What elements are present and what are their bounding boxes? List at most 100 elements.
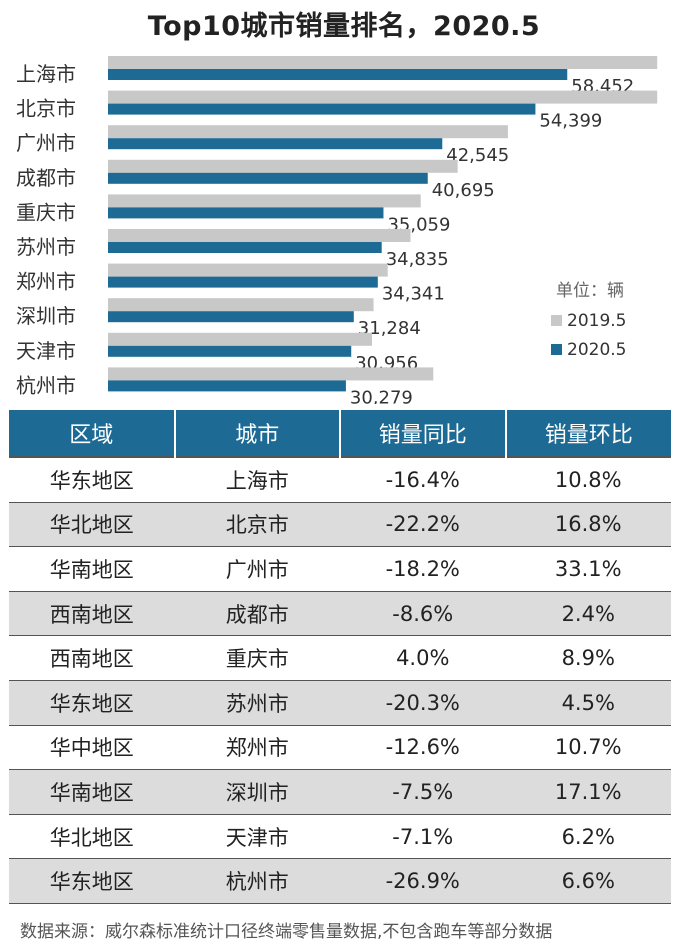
cell-yoy: 4.0%: [340, 635, 506, 681]
cell-yoy: -16.4%: [340, 455, 506, 503]
table-row: 华中地区 郑州市 -12.6% 10.7%: [9, 725, 671, 771]
category-label: 杭州市: [16, 373, 76, 397]
cell-region: 华南地区: [9, 769, 175, 815]
header-city: 城市: [173, 410, 340, 457]
cell-region: 华中地区: [9, 725, 175, 771]
cell-city: 上海市: [174, 455, 340, 503]
unit-label: 单位：辆: [556, 281, 624, 301]
legend-label: 2019.5: [567, 311, 626, 331]
header-mom: 销量环比: [504, 410, 671, 457]
cell-city: 天津市: [174, 814, 340, 860]
legend-label: 2020.5: [567, 340, 626, 360]
data-label: 40,695: [432, 180, 495, 201]
bar-2019-2: [108, 90, 658, 104]
data-label: 30,279: [350, 387, 413, 404]
bar-2020-2: [108, 103, 536, 115]
page-title: Top10城市销量排名，2020.5: [147, 11, 541, 42]
bar-2020-4: [108, 172, 428, 184]
bar-2020-3: [108, 138, 443, 150]
cell-yoy: -7.5%: [340, 769, 506, 815]
bar-2019-1: [108, 56, 658, 69]
cell-yoy: -12.6%: [340, 725, 506, 771]
cell-city: 成都市: [174, 591, 340, 637]
cell-city: 北京市: [174, 502, 340, 548]
cell-city: 重庆市: [174, 635, 340, 681]
cell-region: 华东地区: [9, 680, 175, 726]
cell-mom: 2.4%: [505, 591, 671, 637]
cell-mom: 6.2%: [505, 814, 671, 860]
data-label: 42,545: [446, 145, 509, 166]
legend-swatch-2020.5: [551, 344, 562, 355]
cell-region: 西南地区: [9, 635, 175, 681]
cell-mom: 8.9%: [505, 635, 671, 681]
bar-2019-10: [108, 367, 434, 381]
cell-mom: 33.1%: [505, 546, 671, 592]
data-label: 31,284: [358, 318, 421, 339]
category-label: 郑州市: [16, 270, 76, 294]
bar-2020-5: [108, 207, 384, 219]
table-row: 华东地区 上海市 -16.4% 10.8%: [9, 455, 671, 503]
cell-region: 西南地区: [9, 591, 175, 637]
cell-region: 华南地区: [9, 546, 175, 592]
bar-2019-3: [108, 125, 508, 139]
cell-mom: 16.8%: [505, 502, 671, 548]
data-source-note: 数据来源：威尔森标准统计口径终端零售量数据,不包含跑车等部分数据: [20, 922, 553, 942]
cell-region: 华北地区: [9, 502, 175, 548]
cell-yoy: -20.3%: [340, 680, 506, 726]
bar-2020-8: [108, 311, 354, 323]
bar-2019-8: [108, 298, 374, 312]
cell-mom: 10.7%: [505, 725, 671, 771]
header-region: 区域: [9, 410, 175, 457]
category-label: 成都市: [16, 166, 76, 190]
table-row: 华北地区 天津市 -7.1% 6.2%: [9, 814, 671, 860]
table-row: 华北地区 北京市 -22.2% 16.8%: [9, 502, 671, 548]
bar-2020-7: [108, 276, 378, 288]
category-label: 苏州市: [16, 235, 76, 259]
cell-yoy: -8.6%: [340, 591, 506, 637]
cell-city: 深圳市: [174, 769, 340, 815]
category-label: 北京市: [16, 97, 76, 121]
table-header-row: 区域 城市 销量同比 销量环比: [9, 410, 671, 457]
bar-2019-7: [108, 263, 388, 277]
cell-city: 广州市: [174, 546, 340, 592]
table-row: 华东地区 苏州市 -20.3% 4.5%: [9, 680, 671, 726]
header-yoy: 销量同比: [339, 410, 506, 457]
data-label: 54,399: [539, 111, 602, 132]
cell-city: 杭州市: [174, 858, 340, 904]
category-label: 广州市: [16, 131, 76, 155]
category-label: 天津市: [16, 339, 76, 363]
cell-region: 华东地区: [9, 455, 175, 503]
cell-mom: 17.1%: [505, 769, 671, 815]
cell-yoy: -7.1%: [340, 814, 506, 860]
table-row: 华南地区 广州市 -18.2% 33.1%: [9, 546, 671, 592]
data-label: 34,341: [382, 284, 445, 305]
cell-mom: 6.6%: [505, 858, 671, 904]
cell-yoy: -26.9%: [340, 858, 506, 904]
data-label: 34,835: [386, 249, 449, 270]
table-row: 华南地区 深圳市 -7.5% 17.1%: [9, 769, 671, 815]
legend-swatch-2019.5: [551, 315, 562, 326]
table-row: 华东地区 杭州市 -26.9% 6.6%: [9, 858, 671, 904]
bar-2019-4: [108, 159, 458, 173]
bar-2019-6: [108, 229, 411, 242]
cell-city: 郑州市: [174, 725, 340, 771]
bar-2020-1: [108, 69, 568, 80]
bar-2020-6: [108, 242, 382, 253]
bar-2019-9: [108, 332, 372, 346]
bar-2020-10: [108, 380, 346, 392]
table-row: 西南地区 重庆市 4.0% 8.9%: [9, 635, 671, 681]
cell-mom: 4.5%: [505, 680, 671, 726]
cell-mom: 10.8%: [505, 455, 671, 503]
category-label: 上海市: [16, 62, 76, 86]
category-label: 深圳市: [16, 304, 76, 328]
category-label: 重庆市: [16, 200, 76, 224]
sales-table: 区域 城市 销量同比 销量环比 华东地区 上海市 -16.4% 10.8% 华北地区 北京…: [9, 410, 671, 904]
bar-chart: 上海市58,452北京市54,399广州市42,545成都市40,695重庆市3…: [16, 56, 658, 404]
table-row: 西南地区 成都市 -8.6% 2.4%: [9, 591, 671, 637]
cell-region: 华北地区: [9, 814, 175, 860]
cell-city: 苏州市: [174, 680, 340, 726]
bar-2020-9: [108, 345, 352, 357]
cell-region: 华东地区: [9, 858, 175, 904]
cell-yoy: -22.2%: [340, 502, 506, 548]
cell-yoy: -18.2%: [340, 546, 506, 592]
